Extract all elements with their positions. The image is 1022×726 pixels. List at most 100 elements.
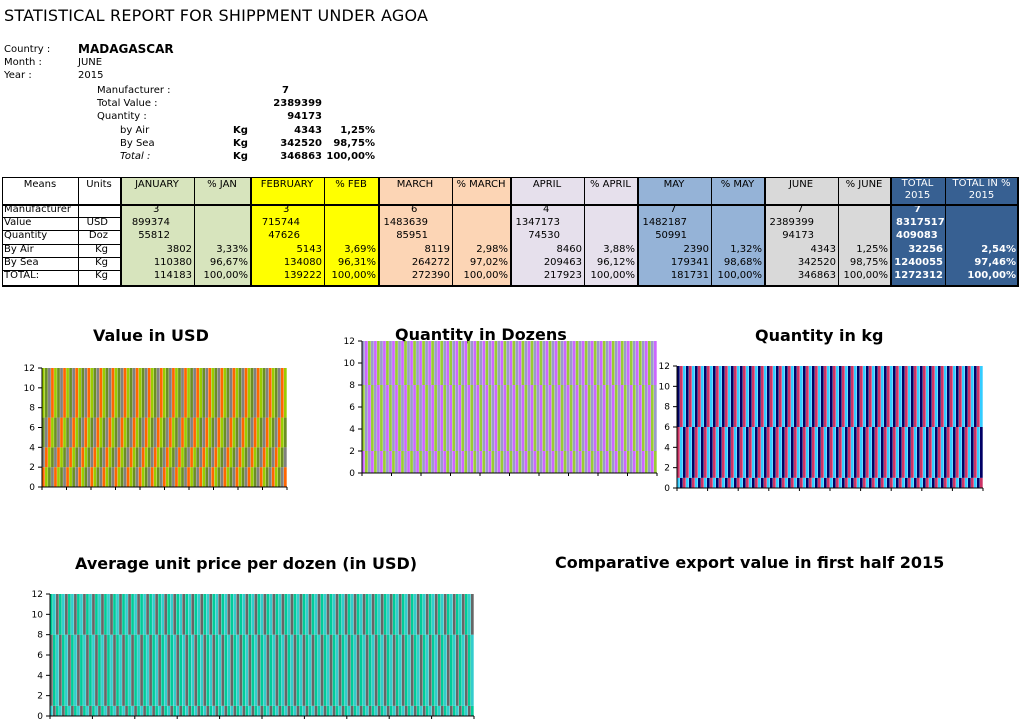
bar-segment (75, 467, 78, 487)
bar-segment (326, 634, 330, 706)
bar-segment (929, 366, 932, 427)
bar-segment (614, 451, 618, 473)
grid-line (2, 217, 120, 219)
bar-segment (365, 451, 368, 473)
bar-segment (728, 427, 731, 478)
bar-segment (707, 427, 710, 478)
bar-segment (731, 427, 734, 478)
bar-segment (229, 447, 233, 468)
bar-segment (235, 417, 239, 448)
table-cell-tot: 32256 (908, 243, 943, 255)
bar-segment (302, 634, 306, 706)
bar-segment (401, 705, 405, 716)
bar-segment (437, 594, 441, 635)
bar-segment (971, 427, 974, 478)
grid-line (2, 256, 120, 258)
bar-segment (716, 366, 719, 427)
table-cell-pfeb (324, 217, 378, 230)
bar-segment (431, 594, 435, 635)
bar-segment (250, 467, 254, 487)
bar-segment (935, 366, 938, 427)
bar-segment (229, 417, 233, 448)
bar-segment (359, 594, 363, 635)
table-cell-apr: 217923 (543, 270, 582, 281)
bar-segment (84, 417, 88, 448)
bar-segment (347, 634, 351, 706)
bar-segment (431, 705, 435, 716)
quantity-value: 94173 (287, 111, 322, 122)
bar-segment (599, 451, 603, 473)
bar-segment (45, 368, 48, 418)
bar-segment (905, 427, 908, 478)
bar-segment (134, 594, 137, 635)
bar-segment (260, 634, 264, 706)
bar-segment (878, 366, 881, 427)
y-tick-label: 0 (29, 483, 35, 493)
bar-segment (428, 385, 431, 451)
bar-segment (161, 594, 164, 635)
bar-segment (467, 341, 471, 385)
bar-segment (572, 451, 576, 473)
bar-segment (524, 341, 528, 385)
year-value: 2015 (78, 70, 104, 81)
bar-segment (65, 634, 68, 706)
bar-segment (122, 594, 125, 635)
table-cell-may: 7 (670, 204, 677, 215)
bar-segment (788, 366, 791, 427)
bar-segment (280, 417, 284, 448)
bar-segment (869, 477, 872, 488)
bar-segment (262, 417, 266, 448)
bar-segment (305, 594, 309, 635)
column-background (452, 177, 510, 286)
bar-segment (217, 447, 221, 468)
bar-segment (743, 477, 746, 488)
bar-segment (89, 594, 92, 635)
bar-segment (326, 594, 330, 635)
bar-segment (238, 368, 242, 418)
bar-segment (78, 368, 82, 418)
bar-segment (156, 368, 160, 418)
y-tick-label: 12 (24, 364, 35, 374)
bar-segment (83, 594, 86, 635)
bar-segment (773, 427, 776, 478)
bar-segment (226, 447, 230, 468)
bar-segment (461, 385, 465, 451)
bar-segment (680, 366, 683, 427)
bar-segment (146, 634, 149, 706)
bar-segment (578, 341, 582, 385)
bar-segment (446, 594, 450, 635)
bar-segment (232, 417, 236, 448)
bar-segment (827, 427, 830, 478)
bar-segment (521, 341, 525, 385)
bar-segment (464, 341, 468, 385)
bar-segment (271, 467, 275, 487)
bar-segment (383, 594, 387, 635)
bar-segment (839, 427, 842, 478)
bar-segment (179, 634, 183, 706)
bar-segment (386, 385, 389, 451)
bar-segment (236, 705, 240, 716)
bar-segment (239, 705, 243, 716)
bar-segment (878, 427, 881, 478)
bar-segment (956, 477, 959, 488)
bar-segment (245, 705, 249, 716)
bar-segment (242, 634, 246, 706)
y-tick-label: 2 (37, 692, 43, 702)
bar-segment (224, 705, 228, 716)
bar-segment (140, 634, 143, 706)
bar-segment (977, 366, 980, 427)
bar-segment (265, 417, 269, 448)
bar-segment (250, 417, 254, 448)
bar-segment (719, 477, 722, 488)
table-cell-may: 50991 (655, 230, 687, 242)
chart-title-quantity-dozens: Quantity in Dozens (395, 325, 567, 344)
bar-segment (332, 705, 336, 716)
bar-segment (114, 368, 118, 418)
bar-segment (578, 385, 582, 451)
bar-segment (167, 634, 170, 706)
table-cell-unit: USD (86, 217, 108, 229)
bar-segment (467, 385, 471, 451)
bar-segment (653, 451, 657, 473)
bar-segment (545, 385, 549, 451)
total-label: Total : (120, 151, 151, 162)
